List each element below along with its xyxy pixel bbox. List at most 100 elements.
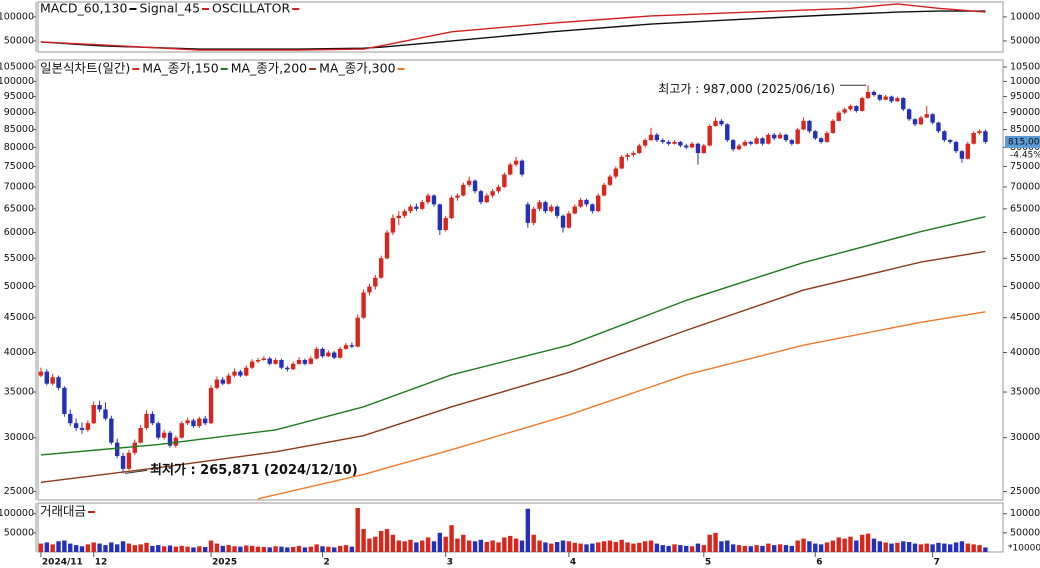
volume-bar: [267, 547, 272, 552]
volume-bar: [408, 539, 413, 552]
volume-bar: [807, 541, 812, 552]
volume-bar: [302, 547, 308, 552]
y-tick-label-left: 80000: [4, 142, 34, 153]
volume-bar: [68, 543, 73, 552]
volume-bar: [695, 543, 701, 552]
volume-bar: [942, 543, 947, 552]
candle-body: [924, 114, 929, 118]
candle-body: [590, 204, 595, 212]
y-tick-label-right: 90000: [1010, 107, 1040, 118]
y-tick-label-left: 50000: [4, 281, 34, 292]
legend-label: OSCILLATOR: [212, 1, 290, 16]
candle-body: [232, 371, 237, 376]
volume-bar: [238, 546, 243, 552]
series-line: [40, 3, 986, 51]
x-tick-label: 2025: [212, 558, 237, 568]
candle-body: [167, 432, 173, 446]
candle-body: [455, 195, 460, 198]
volume-bar: [502, 537, 507, 552]
candle-body: [865, 91, 871, 99]
volume-bar: [279, 546, 284, 552]
candle-body: [936, 122, 941, 132]
y-tick-label-left: 90000: [4, 107, 34, 118]
volume-bar: [455, 538, 460, 552]
candle-body: [871, 91, 877, 96]
annotation-arrow: [124, 469, 148, 474]
y-tick-label-right: 40000: [1010, 347, 1040, 358]
candle-body: [742, 141, 748, 146]
candle-body: [713, 120, 718, 127]
volume-bar: [554, 542, 560, 552]
volume-bar: [689, 546, 695, 552]
candle-body: [572, 206, 577, 214]
candle-body: [730, 140, 736, 150]
y-tick-label-left: 35000: [4, 387, 34, 398]
candle-body: [273, 360, 278, 364]
candle-body: [443, 218, 448, 231]
candle-body: [502, 174, 507, 187]
volume-bar: [314, 544, 319, 552]
volume-bar: [296, 545, 302, 552]
candle-body: [531, 208, 536, 223]
candle-body: [566, 213, 572, 228]
candle-body: [326, 352, 331, 357]
candle-body: [795, 129, 800, 144]
volume-bar: [883, 542, 888, 552]
volume-bar: [38, 543, 44, 552]
y-tick-label-right: 105000: [1010, 61, 1040, 72]
candle-body: [114, 442, 120, 456]
volume-bar: [948, 544, 953, 552]
x-tick-label: 12: [95, 558, 108, 568]
candle-body: [942, 131, 947, 141]
x-tick-label: 5: [705, 558, 711, 568]
volume-bar: [871, 538, 877, 552]
candle-body: [191, 420, 196, 427]
volume-bar: [496, 542, 501, 552]
candle-body: [965, 143, 971, 159]
candle-body: [50, 377, 55, 384]
candle-body: [525, 204, 531, 223]
volume-bar: [144, 542, 149, 552]
candle-body: [390, 218, 396, 233]
candle-body: [607, 176, 613, 185]
panel-frame: [37, 59, 1004, 501]
candle-body: [484, 195, 489, 203]
legend-label: Signal_45: [139, 1, 200, 16]
candle-body: [789, 140, 795, 144]
panel-frame: [37, 1, 1004, 53]
volume-bar: [525, 508, 531, 552]
candle-body: [384, 232, 390, 259]
candle-body: [648, 134, 654, 141]
last-price-label: 815,000: [1008, 137, 1040, 147]
volume-bar: [959, 541, 965, 552]
candle-body: [437, 204, 443, 231]
y-tick-label-left: 105000: [0, 61, 34, 72]
candle-body: [302, 360, 308, 364]
volume-bar: [748, 546, 753, 552]
volume-bar: [484, 542, 489, 552]
volume-bar: [255, 546, 261, 552]
y-tick-label-right: 45000: [1010, 312, 1040, 323]
candle-body: [238, 371, 243, 376]
volume-bar: [625, 542, 630, 552]
volume-bar: [584, 544, 589, 552]
volume-bar: [842, 538, 847, 552]
candle-body: [249, 361, 255, 368]
candle-body: [719, 120, 724, 125]
volume-bar: [114, 544, 120, 552]
volume-bar: [666, 545, 671, 552]
volume-bar: [402, 541, 407, 552]
volume-bar: [378, 530, 384, 552]
candle-body: [508, 164, 513, 175]
volume-bar: [906, 542, 912, 552]
volume-bar: [56, 541, 61, 552]
candle-body: [109, 418, 114, 443]
unit-label: *10000: [1008, 544, 1040, 554]
volume-bar: [736, 545, 742, 552]
candle-body: [637, 145, 642, 154]
y-tick-label-left: 60000: [4, 227, 34, 238]
candle-body: [578, 199, 583, 207]
candle-body: [478, 191, 484, 203]
candle-body: [138, 427, 143, 443]
